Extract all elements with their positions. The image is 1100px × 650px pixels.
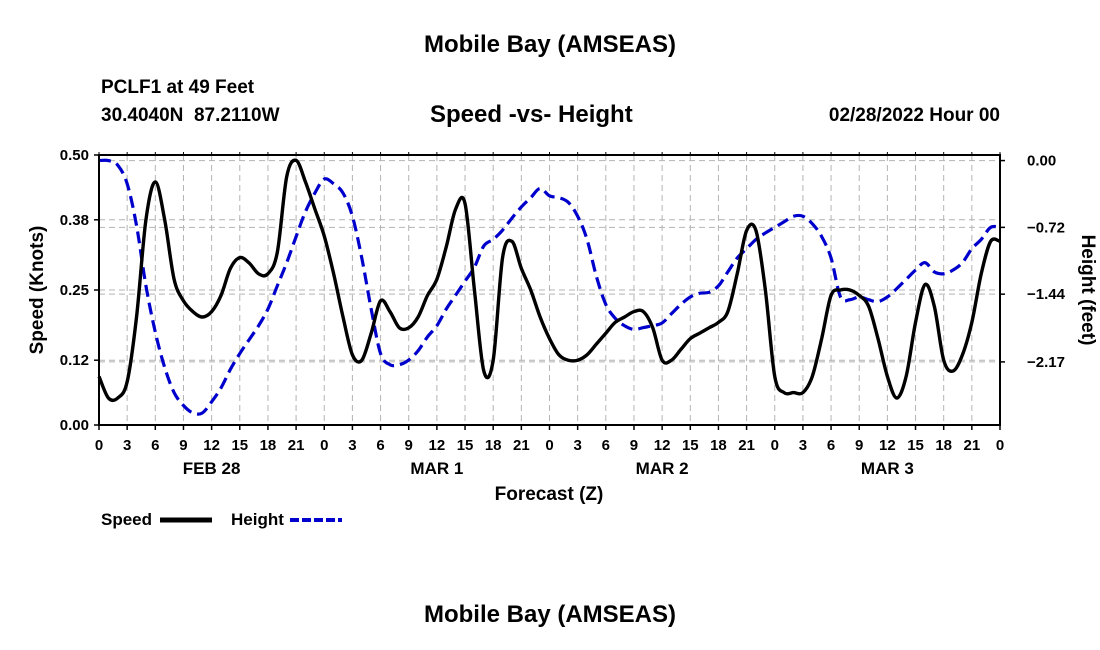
legend-speed-label: Speed bbox=[101, 510, 152, 529]
x-tick-label: 21 bbox=[288, 437, 305, 454]
series-layer bbox=[97, 158, 1001, 416]
x-tick-label: 3 bbox=[799, 437, 807, 454]
chart-title: Mobile Bay (AMSEAS) bbox=[423, 31, 677, 58]
y-tick-label: 0.00 bbox=[60, 417, 89, 434]
day-label: MAR 2 bbox=[636, 459, 689, 478]
tick-layer: 0 3 6 9 12 15 18 21 0 3 6 9 12 15 18 21 0 3 6 9 12 15 18 21 0 3 6 9… bbox=[60, 147, 1066, 478]
y2-tick-label: 0.00 bbox=[1027, 153, 1056, 170]
x-tick-label: 15 bbox=[682, 437, 699, 454]
y-tick-label: 0.38 bbox=[60, 212, 89, 229]
y-tick-label: 0.50 bbox=[60, 147, 89, 164]
x-tick-label: 6 bbox=[602, 437, 610, 454]
y-tick-label: 0.12 bbox=[60, 352, 89, 369]
y-tick-label: 0.25 bbox=[60, 282, 89, 299]
y2-axis-label: Height (feet) bbox=[1077, 235, 1098, 346]
x-tick-label: 3 bbox=[348, 437, 356, 454]
day-label: MAR 3 bbox=[861, 459, 914, 478]
x-tick-label: 0 bbox=[996, 437, 1004, 454]
x-tick-label: 18 bbox=[260, 437, 277, 454]
y2-tick-label: −0.72 bbox=[1027, 219, 1065, 236]
legend-height-label: Height bbox=[231, 510, 284, 529]
chart-subtitle: Speed -vs- Height bbox=[430, 101, 633, 128]
x-tick-label: 9 bbox=[855, 437, 863, 454]
x-tick-label: 6 bbox=[151, 437, 159, 454]
x-tick-label: 18 bbox=[485, 437, 502, 454]
x-tick-label: 9 bbox=[179, 437, 187, 454]
x-tick-label: 12 bbox=[203, 437, 220, 454]
x-tick-label: 0 bbox=[545, 437, 553, 454]
coordinates-label: 30.4040N 87.2110W bbox=[101, 105, 280, 126]
x-tick-label: 12 bbox=[429, 437, 446, 454]
x-tick-label: 6 bbox=[827, 437, 835, 454]
x-tick-label: 9 bbox=[405, 437, 413, 454]
x-tick-label: 0 bbox=[95, 437, 103, 454]
x-tick-label: 18 bbox=[935, 437, 952, 454]
x-tick-label: 21 bbox=[513, 437, 530, 454]
x-tick-label: 18 bbox=[710, 437, 727, 454]
speed-series-line bbox=[97, 158, 1001, 403]
y-axis-label: Speed (Knots) bbox=[27, 226, 48, 355]
day-label: FEB 28 bbox=[183, 459, 241, 478]
y2-tick-label: −1.44 bbox=[1027, 286, 1066, 303]
x-tick-label: 21 bbox=[964, 437, 981, 454]
x-tick-label: 15 bbox=[231, 437, 248, 454]
x-tick-label: 15 bbox=[457, 437, 474, 454]
x-tick-label: 3 bbox=[573, 437, 581, 454]
x-axis-label: Forecast (Z) bbox=[495, 484, 604, 505]
height-series-line bbox=[98, 158, 1001, 416]
x-tick-label: 15 bbox=[907, 437, 924, 454]
x-tick-label: 12 bbox=[654, 437, 671, 454]
x-tick-label: 0 bbox=[320, 437, 328, 454]
x-tick-label: 0 bbox=[771, 437, 779, 454]
forecast-datetime: 02/28/2022 Hour 00 bbox=[828, 105, 1000, 126]
x-tick-label: 3 bbox=[123, 437, 131, 454]
x-tick-label: 21 bbox=[738, 437, 755, 454]
station-label: PCLF1 at 49 Feet bbox=[101, 77, 255, 98]
day-label: MAR 1 bbox=[410, 459, 463, 478]
x-tick-label: 9 bbox=[630, 437, 638, 454]
y2-tick-label: −2.17 bbox=[1027, 354, 1065, 371]
x-tick-label: 12 bbox=[879, 437, 896, 454]
x-tick-label: 6 bbox=[376, 437, 384, 454]
plot-frame bbox=[98, 154, 1001, 426]
footer-title: Mobile Bay (AMSEAS) bbox=[423, 601, 677, 628]
